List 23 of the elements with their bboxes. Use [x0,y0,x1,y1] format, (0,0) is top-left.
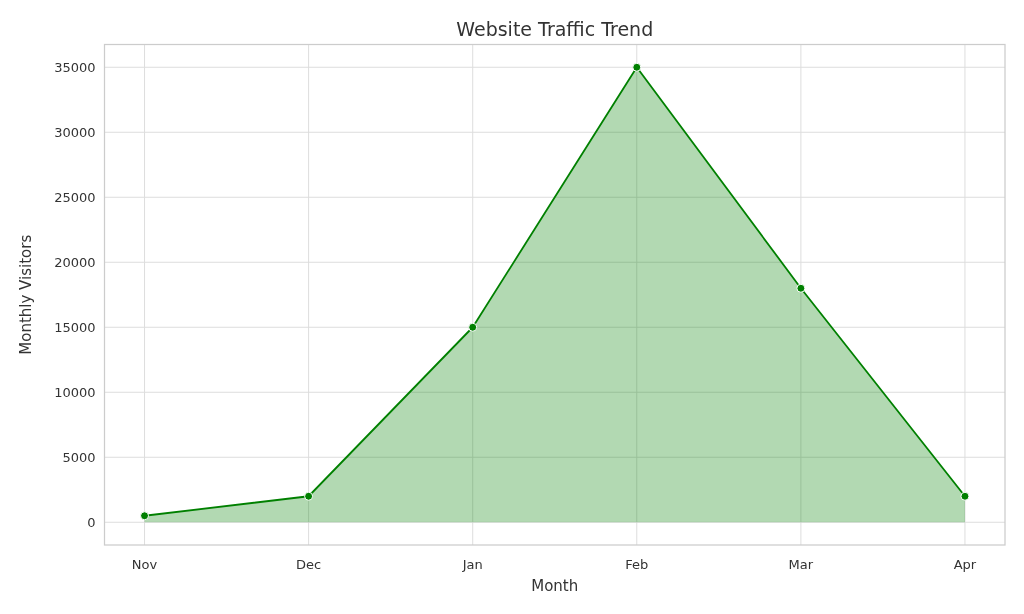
point [140,511,150,521]
y-tick-label: 30000 [54,124,96,140]
x-tick-label: Nov [131,557,158,572]
point [304,491,314,501]
y-tick-label: 5000 [62,449,96,465]
point [468,322,478,332]
point [960,491,970,501]
y-axis-title: Monthly Visitors [17,234,35,355]
x-tick-label: Apr [953,557,977,572]
x-tick-label: Feb [625,557,649,572]
y-tick-label: 15000 [54,319,96,335]
point [632,62,642,72]
y-tick-label: 0 [87,514,96,530]
x-tick-label: Dec [296,557,322,572]
y-tick-label: 35000 [54,59,96,75]
chart-title: Website Traffic Trend [456,18,654,40]
x-tick-label: Jan [461,557,483,572]
y-tick-label: 20000 [54,254,96,270]
x-tick-label: Mar [788,557,814,572]
y-tick-label: 10000 [54,384,96,400]
x-axis-title: Month [531,577,579,595]
point [796,283,806,293]
y-tick-label: 25000 [54,189,96,205]
